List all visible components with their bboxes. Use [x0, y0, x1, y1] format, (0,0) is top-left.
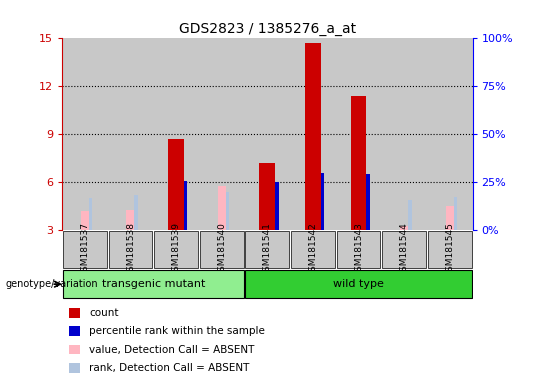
FancyBboxPatch shape [200, 231, 244, 268]
Text: GSM181545: GSM181545 [445, 222, 454, 277]
Bar [199, 38, 245, 230]
Text: percentile rank within the sample: percentile rank within the sample [89, 326, 265, 336]
Bar [62, 38, 107, 230]
Bar [408, 200, 411, 230]
Bar [107, 38, 153, 230]
FancyBboxPatch shape [109, 231, 152, 268]
Bar [153, 38, 199, 230]
Text: GSM181537: GSM181537 [80, 222, 90, 277]
Text: GSM181543: GSM181543 [354, 222, 363, 277]
Bar [454, 197, 457, 230]
Text: rank, Detection Call = ABSENT: rank, Detection Call = ABSENT [89, 363, 249, 373]
Bar [366, 174, 370, 230]
Bar [89, 199, 92, 230]
Bar [168, 139, 184, 230]
Bar [290, 38, 336, 230]
Bar [321, 173, 325, 230]
Bar [336, 38, 381, 230]
FancyBboxPatch shape [336, 231, 380, 268]
Bar [427, 38, 472, 230]
Bar [381, 38, 427, 230]
Bar [305, 43, 321, 230]
Text: wild type: wild type [333, 279, 384, 289]
Bar [218, 185, 226, 230]
Text: GSM181542: GSM181542 [308, 222, 318, 277]
FancyBboxPatch shape [154, 231, 198, 268]
Text: genotype/variation: genotype/variation [5, 279, 98, 289]
Bar [81, 211, 89, 230]
FancyBboxPatch shape [291, 231, 335, 268]
Bar [350, 96, 367, 230]
Title: GDS2823 / 1385276_a_at: GDS2823 / 1385276_a_at [179, 22, 356, 36]
Bar [134, 195, 138, 230]
Text: value, Detection Call = ABSENT: value, Detection Call = ABSENT [89, 345, 254, 355]
Text: transgenic mutant: transgenic mutant [102, 279, 205, 289]
Bar [126, 210, 134, 230]
Bar [275, 182, 279, 230]
Text: GSM181538: GSM181538 [126, 222, 135, 277]
Text: GSM181540: GSM181540 [217, 222, 226, 277]
Text: GSM181544: GSM181544 [400, 222, 409, 277]
Bar [226, 192, 230, 230]
FancyBboxPatch shape [245, 270, 471, 298]
Bar [245, 38, 290, 230]
Bar [400, 225, 408, 230]
Text: GSM181541: GSM181541 [263, 222, 272, 277]
Text: count: count [89, 308, 119, 318]
FancyBboxPatch shape [428, 231, 471, 268]
FancyBboxPatch shape [63, 231, 107, 268]
Bar [259, 163, 275, 230]
FancyBboxPatch shape [63, 270, 244, 298]
Bar [184, 181, 187, 230]
Bar [446, 207, 454, 230]
FancyBboxPatch shape [382, 231, 426, 268]
Text: GSM181539: GSM181539 [172, 222, 180, 277]
FancyBboxPatch shape [245, 231, 289, 268]
